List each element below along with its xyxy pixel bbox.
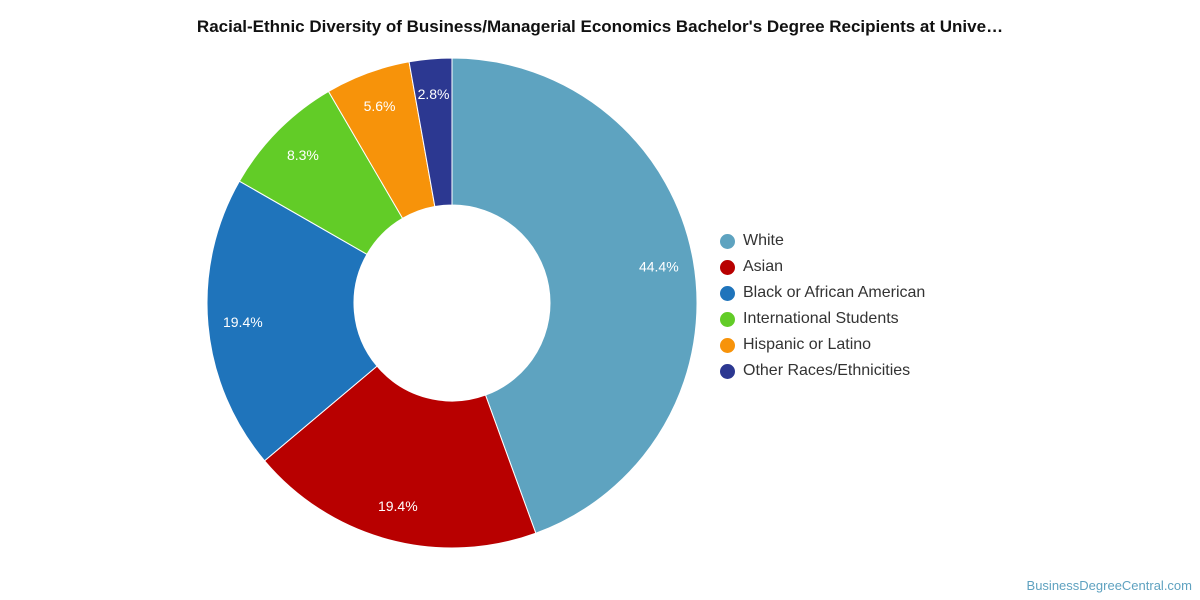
chart-title: Racial-Ethnic Diversity of Business/Mana…	[196, 17, 1004, 36]
data-label: 2.8%	[418, 86, 450, 102]
slice-white[interactable]	[451, 57, 698, 534]
data-label: 19.4%	[378, 498, 418, 514]
legend-swatch-icon	[720, 337, 735, 353]
legend-label: Hispanic or Latino	[743, 336, 872, 353]
slice-other-races-ethnicities[interactable]	[408, 57, 453, 208]
legend-item[interactable]: International Students	[720, 306, 925, 332]
legend-label: White	[743, 232, 784, 249]
legend-swatch-icon	[720, 233, 735, 249]
data-label: 19.4%	[223, 314, 263, 330]
legend-swatch-icon	[720, 311, 735, 327]
data-label: 5.6%	[364, 98, 396, 114]
legend: White Asian Black or African American Inter…	[720, 228, 925, 384]
legend-item[interactable]: White	[720, 228, 925, 254]
legend-item[interactable]: Black or African American	[720, 280, 925, 306]
legend-item[interactable]: Other Races/Ethnicities	[720, 358, 925, 384]
legend-label: Black or African American	[743, 284, 926, 301]
legend-label: International Students	[743, 310, 899, 327]
slice-asian[interactable]	[263, 365, 537, 549]
legend-swatch-icon	[720, 363, 735, 379]
legend-label: Other Races/Ethnicities	[743, 362, 911, 379]
data-label: 8.3%	[287, 147, 319, 163]
legend-swatch-icon	[720, 285, 735, 301]
legend-swatch-icon	[720, 259, 735, 275]
legend-item[interactable]: Asian	[720, 254, 925, 280]
slice-black-or-african-american[interactable]	[206, 180, 378, 462]
legend-label: Asian	[743, 258, 784, 275]
data-label: 44.4%	[639, 259, 679, 275]
legend-item[interactable]: Hispanic or Latino	[720, 332, 925, 358]
source-credit-link[interactable]: BusinessDegreeCentral.com	[1026, 578, 1192, 593]
